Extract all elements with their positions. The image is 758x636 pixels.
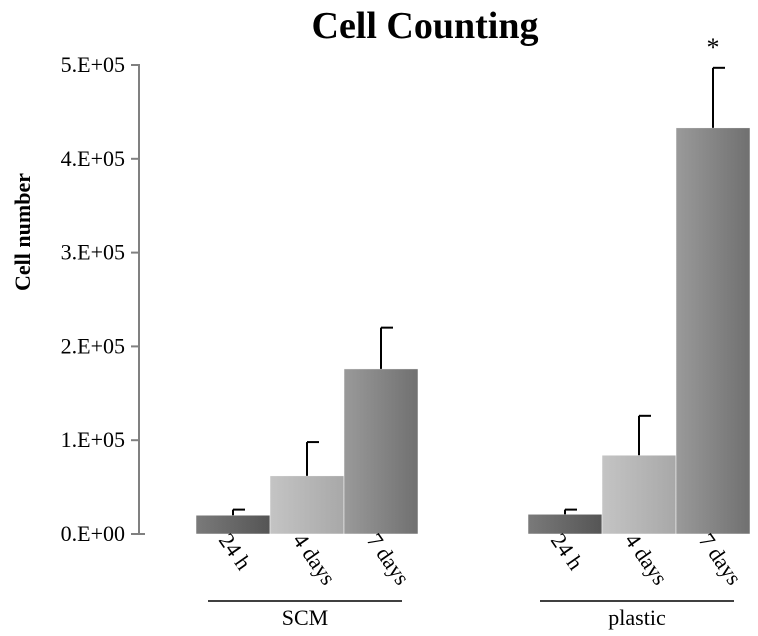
significance-marker: * [707,33,720,62]
bar-plastic-7-days [675,127,751,535]
group-labels: SCM plastic [208,600,734,630]
bar-plastic-4-days [601,454,677,535]
group-label: plastic [608,605,666,630]
bars-layer: * [195,33,751,535]
chart-title: Cell Counting [312,5,539,47]
y-tick-label: 4.E+05 [61,146,125,171]
y-tick-label: 0.E+00 [61,521,125,546]
y-tick-label: 5.E+05 [61,52,125,77]
category-label: 4 days [288,529,341,590]
category-label: 7 days [362,529,415,590]
y-tick-label: 1.E+05 [61,427,125,452]
y-axis-ticks: 0.E+00 1.E+05 2.E+05 3.E+05 4.E+05 5.E+05 [61,52,145,546]
category-label: 4 days [620,529,673,590]
y-axis-label: Cell number [10,173,35,291]
y-tick-label: 2.E+05 [61,333,125,358]
category-label: 24 h [214,529,257,575]
bar-scm-7-days [343,368,419,535]
y-tick-label: 3.E+05 [61,240,125,265]
category-label: 7 days [694,529,747,590]
bar-scm-4-days [269,475,345,535]
category-labels: 24 h 4 days 7 days 24 h 4 days 7 days [214,529,747,590]
category-label: 24 h [546,529,589,575]
group-label: SCM [282,605,328,630]
